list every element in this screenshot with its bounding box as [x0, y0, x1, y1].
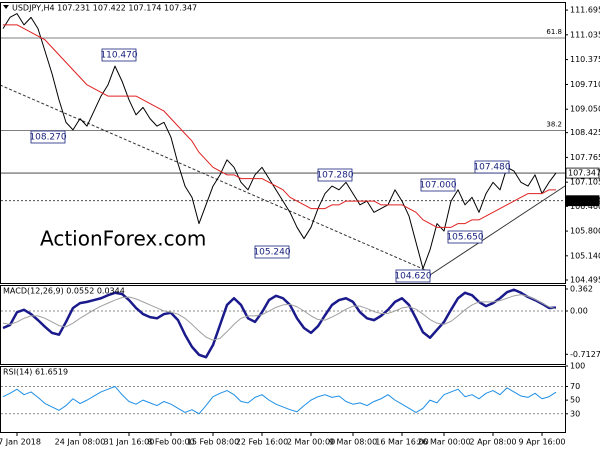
- y-tick-label: 50: [570, 396, 580, 405]
- level-label: 61.8: [546, 28, 562, 36]
- panel-title: RSI(14) 61.6519: [3, 368, 68, 377]
- x-tick-label: 9 Mar 08:00: [329, 438, 377, 447]
- annotation: 110.470: [100, 51, 137, 61]
- panel-frame: [0, 2, 566, 284]
- y-tick-label: 111.695: [570, 6, 600, 15]
- series-line: [2, 385, 557, 415]
- y-tick-label: 0.362: [570, 285, 593, 294]
- x-tick-label: 2 Apr 08:00: [469, 438, 516, 447]
- annotation-box: [447, 230, 483, 244]
- annotation: 107.000: [419, 181, 456, 191]
- symbol-icon: [3, 5, 9, 9]
- annotation-box: [30, 130, 66, 144]
- panel-title: USDJPY,H4 107.231 107.422 107.174 107.34…: [12, 4, 197, 13]
- y-tick-label: 30: [570, 409, 580, 418]
- annotation-box: [254, 245, 290, 259]
- x-tick-label: 9 Apr 16:00: [518, 438, 565, 447]
- series-line: [3, 24, 556, 228]
- y-tick-label: 70: [570, 382, 580, 391]
- y-tick-label: 105.800: [570, 227, 600, 236]
- y-tick-label: 104.495: [570, 276, 600, 285]
- annotation: 105.240: [253, 248, 290, 258]
- level-label: 38.2: [546, 121, 562, 129]
- annotation-box: [101, 48, 137, 62]
- y-tick-label: -0.7127: [570, 350, 600, 359]
- y-tick-label: 105.140: [570, 251, 600, 260]
- trend-line: [0, 84, 431, 273]
- series-line: [2, 294, 557, 341]
- price-marker-box: [565, 167, 600, 179]
- y-tick-label: 109.050: [570, 105, 600, 114]
- annotation-box: [420, 178, 456, 192]
- x-tick-label: 22 Feb 16:00: [236, 438, 288, 447]
- panel-frame: [0, 285, 566, 365]
- y-tick-label: 110.375: [570, 55, 600, 64]
- annotation: 104.620: [394, 272, 431, 282]
- y-tick-label: 107.765: [570, 153, 600, 162]
- panel-title: MACD(12,26,9) 0.0552 0.0344: [3, 287, 125, 296]
- watermark: ActionForex.com: [40, 227, 206, 251]
- x-tick-label: 26 Mar 00:00: [417, 438, 470, 447]
- price-marker-box: [565, 195, 600, 207]
- x-tick-label: 17 Jan 2018: [0, 438, 41, 447]
- y-tick-label: 106.460: [570, 202, 600, 211]
- series-line: [2, 288, 557, 359]
- x-tick-label: 16 Mar 16:00: [375, 438, 428, 447]
- annotation-box: [317, 168, 353, 182]
- annotation-box: [474, 160, 510, 174]
- price-marker-label: 106.610: [568, 196, 600, 205]
- annotation: 107.280: [316, 171, 353, 181]
- y-tick-label: 100: [570, 362, 585, 371]
- annotation: 105.650: [446, 233, 483, 243]
- panel-frame: [0, 366, 566, 433]
- annotation-box: [395, 269, 431, 283]
- y-tick-label: 109.710: [570, 80, 600, 89]
- y-tick-label: 108.425: [570, 128, 600, 137]
- x-tick-label: 31 Jan 16:00: [104, 438, 155, 447]
- x-tick-label: 2 Mar 00:00: [287, 438, 335, 447]
- y-tick-label: 107.105: [570, 178, 600, 187]
- x-tick-label: 8 Feb 00:00: [147, 438, 194, 447]
- annotation: 107.480: [473, 163, 510, 173]
- series-line: [2, 13, 557, 270]
- annotation: 108.270: [29, 133, 66, 143]
- x-tick-label: 24 Jan 08:00: [55, 438, 106, 447]
- y-tick-label: 111.035: [570, 30, 600, 39]
- x-tick-label: 15 Feb 08:00: [187, 438, 239, 447]
- y-tick-label: 0.00: [570, 307, 588, 316]
- price-marker-label: 107.347: [568, 169, 600, 178]
